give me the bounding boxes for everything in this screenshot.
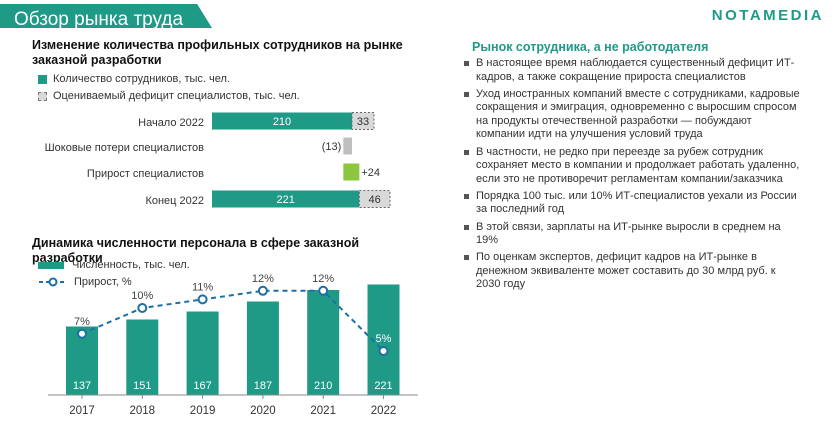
waterfall-gain-label: +24 <box>361 167 380 179</box>
dynamics-x-tick: 2021 <box>310 405 336 417</box>
market-bullets: В настоящее время наблюдается существенн… <box>462 57 802 296</box>
dynamics-growth-label: 5% <box>376 333 392 345</box>
waterfall-deficit-bar <box>358 190 391 208</box>
legend-label-employees: Количество сотрудников, тыс. чел. <box>53 73 230 85</box>
dynamics-bar-value: 151 <box>133 380 151 392</box>
dynamics-x-tick: 2019 <box>190 405 216 417</box>
market-title: Рынок сотрудника, а не работодателя <box>472 40 709 54</box>
dynamics-growth-label: 7% <box>74 316 90 328</box>
waterfall-legend-deficit: Оцениваемый дефицит специалистов, тыс. ч… <box>38 90 300 102</box>
waterfall-deficit-bar <box>351 112 375 130</box>
dynamics-growth-label: 11% <box>192 281 213 293</box>
dynamics-bar <box>126 319 159 395</box>
bullet-item: Уход иностранных компаний вместе с сотру… <box>462 88 802 142</box>
legend-swatch-line <box>39 277 67 287</box>
bullet-item: В настоящее время наблюдается существенн… <box>462 57 802 84</box>
dynamics-chart: 137 2017 151 2018 167 2019 187 2020 210 2021 221 20… <box>48 273 418 417</box>
dynamics-x-tick: 2017 <box>69 405 95 417</box>
dynamics-bar <box>246 301 279 395</box>
page-title-banner: Обзор рынка труда <box>0 4 212 28</box>
waterfall-employees-bar <box>212 112 353 130</box>
dynamics-bar-value: 167 <box>193 380 211 392</box>
waterfall-category-label: Начало 2022 <box>138 117 204 129</box>
dynamics-growth-line <box>81 289 385 352</box>
dynamics-bar <box>307 290 340 395</box>
dynamics-growth-label: 12% <box>312 273 334 285</box>
dynamics-growth-point <box>318 285 329 296</box>
dynamics-legend-line: Прирост, % <box>38 276 132 288</box>
dynamics-bar-value: 137 <box>73 380 91 392</box>
legend-swatch-employees <box>38 74 47 84</box>
waterfall-legend-employees: Количество сотрудников, тыс. чел. <box>38 73 230 85</box>
page-title: Обзор рынка труда <box>14 9 184 30</box>
waterfall-title: Изменение количества профильных сотрудни… <box>32 38 403 67</box>
dynamics-x-tick: 2020 <box>250 405 276 417</box>
legend-swatch-deficit <box>38 91 47 101</box>
brand-logo: NOTAMEDIA <box>711 7 824 24</box>
legend-swatch-bar <box>38 261 64 269</box>
dynamics-bar-value: 210 <box>314 380 332 392</box>
dynamics-x-tick: 2018 <box>130 405 156 417</box>
dynamics-growth-point <box>197 294 208 305</box>
waterfall-employees-label: 221 <box>276 194 294 206</box>
dynamics-growth-point <box>137 303 148 313</box>
bullet-item: В частности, не редко при переезде за ру… <box>462 146 802 187</box>
waterfall-deficit-label: 46 <box>369 194 381 206</box>
waterfall-loss-label: (13) <box>322 141 342 153</box>
dynamics-growth-label: 12% <box>252 273 274 285</box>
waterfall-employees-bar <box>212 190 360 208</box>
waterfall-gain-bar <box>343 163 360 181</box>
waterfall-loss-bar <box>343 137 353 155</box>
bullet-item: По оценкам экспертов, дефицит кадров на … <box>462 251 802 292</box>
waterfall-category-label: Прирост специалистов <box>87 168 204 180</box>
dynamics-growth-point <box>257 285 268 296</box>
dynamics-growth-point <box>77 328 87 339</box>
legend-label-deficit: Оцениваемый дефицит специалистов, тыс. ч… <box>53 90 300 102</box>
dynamics-legend-bar: Численность, тыс. чел. <box>38 259 190 271</box>
dynamics-growth-label: 10% <box>131 290 153 302</box>
waterfall-employees-label: 210 <box>273 116 291 128</box>
bullet-item: В этой связи, зарплаты на ИТ-рынке вырос… <box>462 221 802 248</box>
bullet-item: Порядка 100 тыс. или 10% ИТ-специалистов… <box>462 190 802 217</box>
dynamics-bar-value: 221 <box>374 380 392 392</box>
dynamics-growth-point <box>378 346 389 356</box>
waterfall-deficit-label: 33 <box>357 116 369 128</box>
dynamics-bar <box>186 311 219 395</box>
legend-label-line: Прирост, % <box>74 276 132 288</box>
dynamics-x-tick: 2022 <box>371 405 397 417</box>
waterfall-category-label: Конец 2022 <box>145 195 204 207</box>
waterfall-chart: Начало 2022 Шоковые потери специалистов Пр… <box>45 112 391 208</box>
legend-label-bar: Численность, тыс. чел. <box>72 259 190 271</box>
waterfall-category-label: Шоковые потери специалистов <box>45 142 205 154</box>
dynamics-bar-value: 187 <box>254 380 272 392</box>
